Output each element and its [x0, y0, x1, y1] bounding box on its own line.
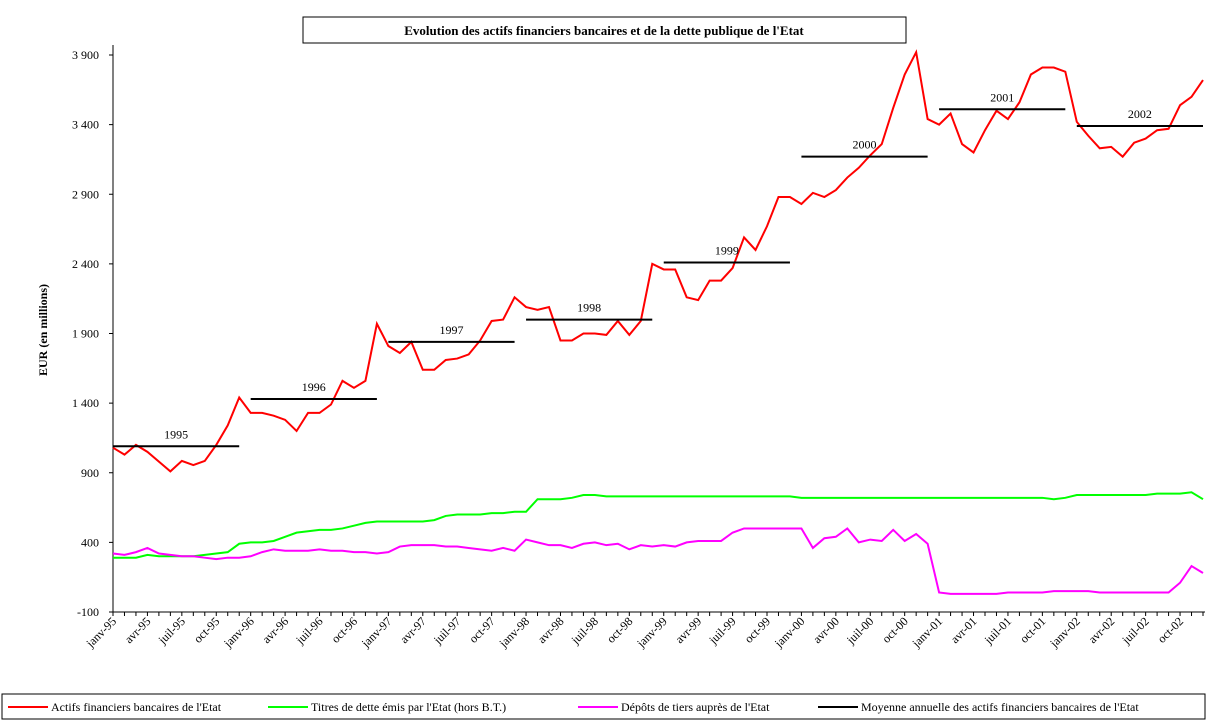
average-label: 1995	[164, 427, 188, 441]
legend-label: Dépôts de tiers auprès de l'Etat	[621, 700, 770, 714]
series-line	[113, 491, 1204, 559]
x-tick-label: juil-99	[705, 614, 738, 647]
x-tick-label: janv-00	[771, 614, 808, 651]
x-tick-label: janv-97	[358, 614, 395, 651]
series-line	[112, 527, 1204, 595]
x-tick-label: janv-01	[909, 614, 946, 651]
x-tick-label: juil-96	[292, 614, 325, 647]
x-tick-label: oct-00	[879, 614, 911, 646]
y-tick-label: -100	[77, 605, 99, 619]
average-label: 1997	[439, 323, 463, 337]
average-label: 2002	[1128, 107, 1152, 121]
x-tick-label: juil-97	[430, 614, 463, 647]
x-tick-label: oct-97	[466, 614, 498, 646]
x-tick-label: oct-95	[191, 614, 223, 646]
y-tick-label: 1 400	[72, 396, 99, 410]
y-tick-label: 2 400	[72, 257, 99, 271]
average-label: 1999	[715, 243, 739, 257]
x-tick-label: janv-98	[496, 614, 533, 651]
x-tick-label: avr-00	[810, 614, 842, 646]
x-tick-label: juil-02	[1119, 614, 1152, 647]
x-tick-label: janv-99	[633, 614, 670, 651]
legend-label: Actifs financiers bancaires de l'Etat	[51, 700, 222, 714]
x-tick-label: oct-02	[1155, 614, 1187, 646]
x-tick-label: avr-01	[948, 614, 980, 646]
x-tick-label: juil-01	[981, 614, 1014, 647]
x-tick-label: oct-99	[742, 614, 774, 646]
average-label: 2000	[853, 138, 877, 152]
average-label: 1996	[302, 380, 326, 394]
y-tick-label: 3 900	[72, 48, 99, 62]
x-tick-label: juil-95	[155, 614, 188, 647]
x-tick-label: oct-96	[328, 614, 360, 646]
x-tick-label: juil-00	[843, 614, 876, 647]
x-tick-label: juil-98	[568, 614, 601, 647]
x-tick-label: avr-98	[535, 614, 567, 646]
legend-label: Titres de dette émis par l'Etat (hors B.…	[311, 700, 506, 714]
x-tick-label: janv-96	[220, 614, 257, 651]
x-tick-label: avr-96	[259, 614, 291, 646]
x-tick-label: janv-02	[1046, 614, 1083, 651]
y-tick-label: 900	[81, 466, 99, 480]
x-tick-label: avr-97	[397, 614, 429, 646]
x-tick-label: avr-02	[1085, 614, 1117, 646]
x-tick-label: oct-01	[1017, 614, 1049, 646]
x-tick-label: avr-95	[122, 614, 154, 646]
y-tick-label: 3 400	[72, 118, 99, 132]
title-box	[302, 16, 907, 44]
y-tick-label: 1 900	[72, 327, 99, 341]
legend-label: Moyenne annuelle des actifs financiers b…	[861, 700, 1139, 714]
x-tick-label: janv-95	[83, 614, 120, 651]
series-line	[112, 49, 1204, 473]
x-tick-label: oct-98	[604, 614, 636, 646]
average-label: 2001	[990, 90, 1014, 104]
y-tick-label: 2 900	[72, 187, 99, 201]
chart-title: Evolution des actifs financiers bancaire…	[404, 23, 804, 38]
y-axis-title: EUR (en millions)	[36, 284, 50, 376]
average-label: 1998	[577, 301, 601, 315]
x-tick-label: avr-99	[672, 614, 704, 646]
y-tick-label: 400	[81, 535, 99, 549]
